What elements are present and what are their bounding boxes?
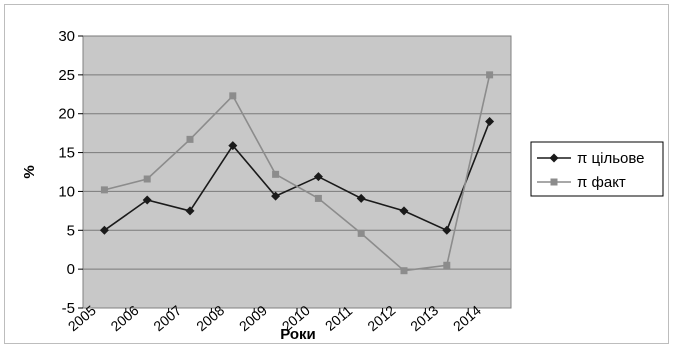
y-tick-label: 20 (58, 106, 75, 123)
data-point (142, 195, 152, 205)
data-point (357, 229, 365, 237)
legend-label: π факт (577, 174, 626, 191)
gridlines (83, 35, 511, 313)
data-point (443, 261, 451, 269)
legend-box (530, 141, 664, 197)
data-point (186, 135, 194, 143)
y-axis-ticks: -5 0 5 10 15 20 25 30 (58, 28, 83, 317)
series-layer (99, 71, 495, 275)
legend-marker (549, 153, 559, 163)
data-point (271, 191, 281, 201)
data-point (356, 193, 366, 203)
legend-marker (550, 178, 558, 186)
data-point (185, 206, 195, 216)
data-point (486, 71, 494, 79)
data-point (442, 225, 452, 235)
data-point (313, 172, 323, 182)
legend-label: π цільове (577, 150, 645, 167)
y-tick-label: 5 (67, 222, 75, 239)
y-tick-label: 15 (58, 145, 75, 162)
y-axis-title: % (21, 165, 38, 178)
x-axis-title: Роки (280, 326, 316, 343)
data-point (399, 206, 409, 216)
data-point (99, 225, 109, 235)
y-tick-label: 0 (67, 261, 75, 278)
data-point (485, 116, 495, 126)
data-point (143, 175, 151, 183)
legend: π цільове π факт (530, 141, 664, 197)
y-tick-label: 25 (58, 67, 75, 84)
series-line-1 (104, 74, 491, 272)
data-point (229, 92, 237, 100)
data-point (100, 186, 108, 194)
data-point (228, 141, 238, 151)
y-tick-label: 30 (58, 28, 75, 45)
data-point (314, 194, 322, 202)
y-tick-label: -5 (62, 300, 75, 317)
data-point (272, 170, 280, 178)
y-tick-label: 10 (58, 183, 75, 200)
data-point (400, 267, 408, 275)
